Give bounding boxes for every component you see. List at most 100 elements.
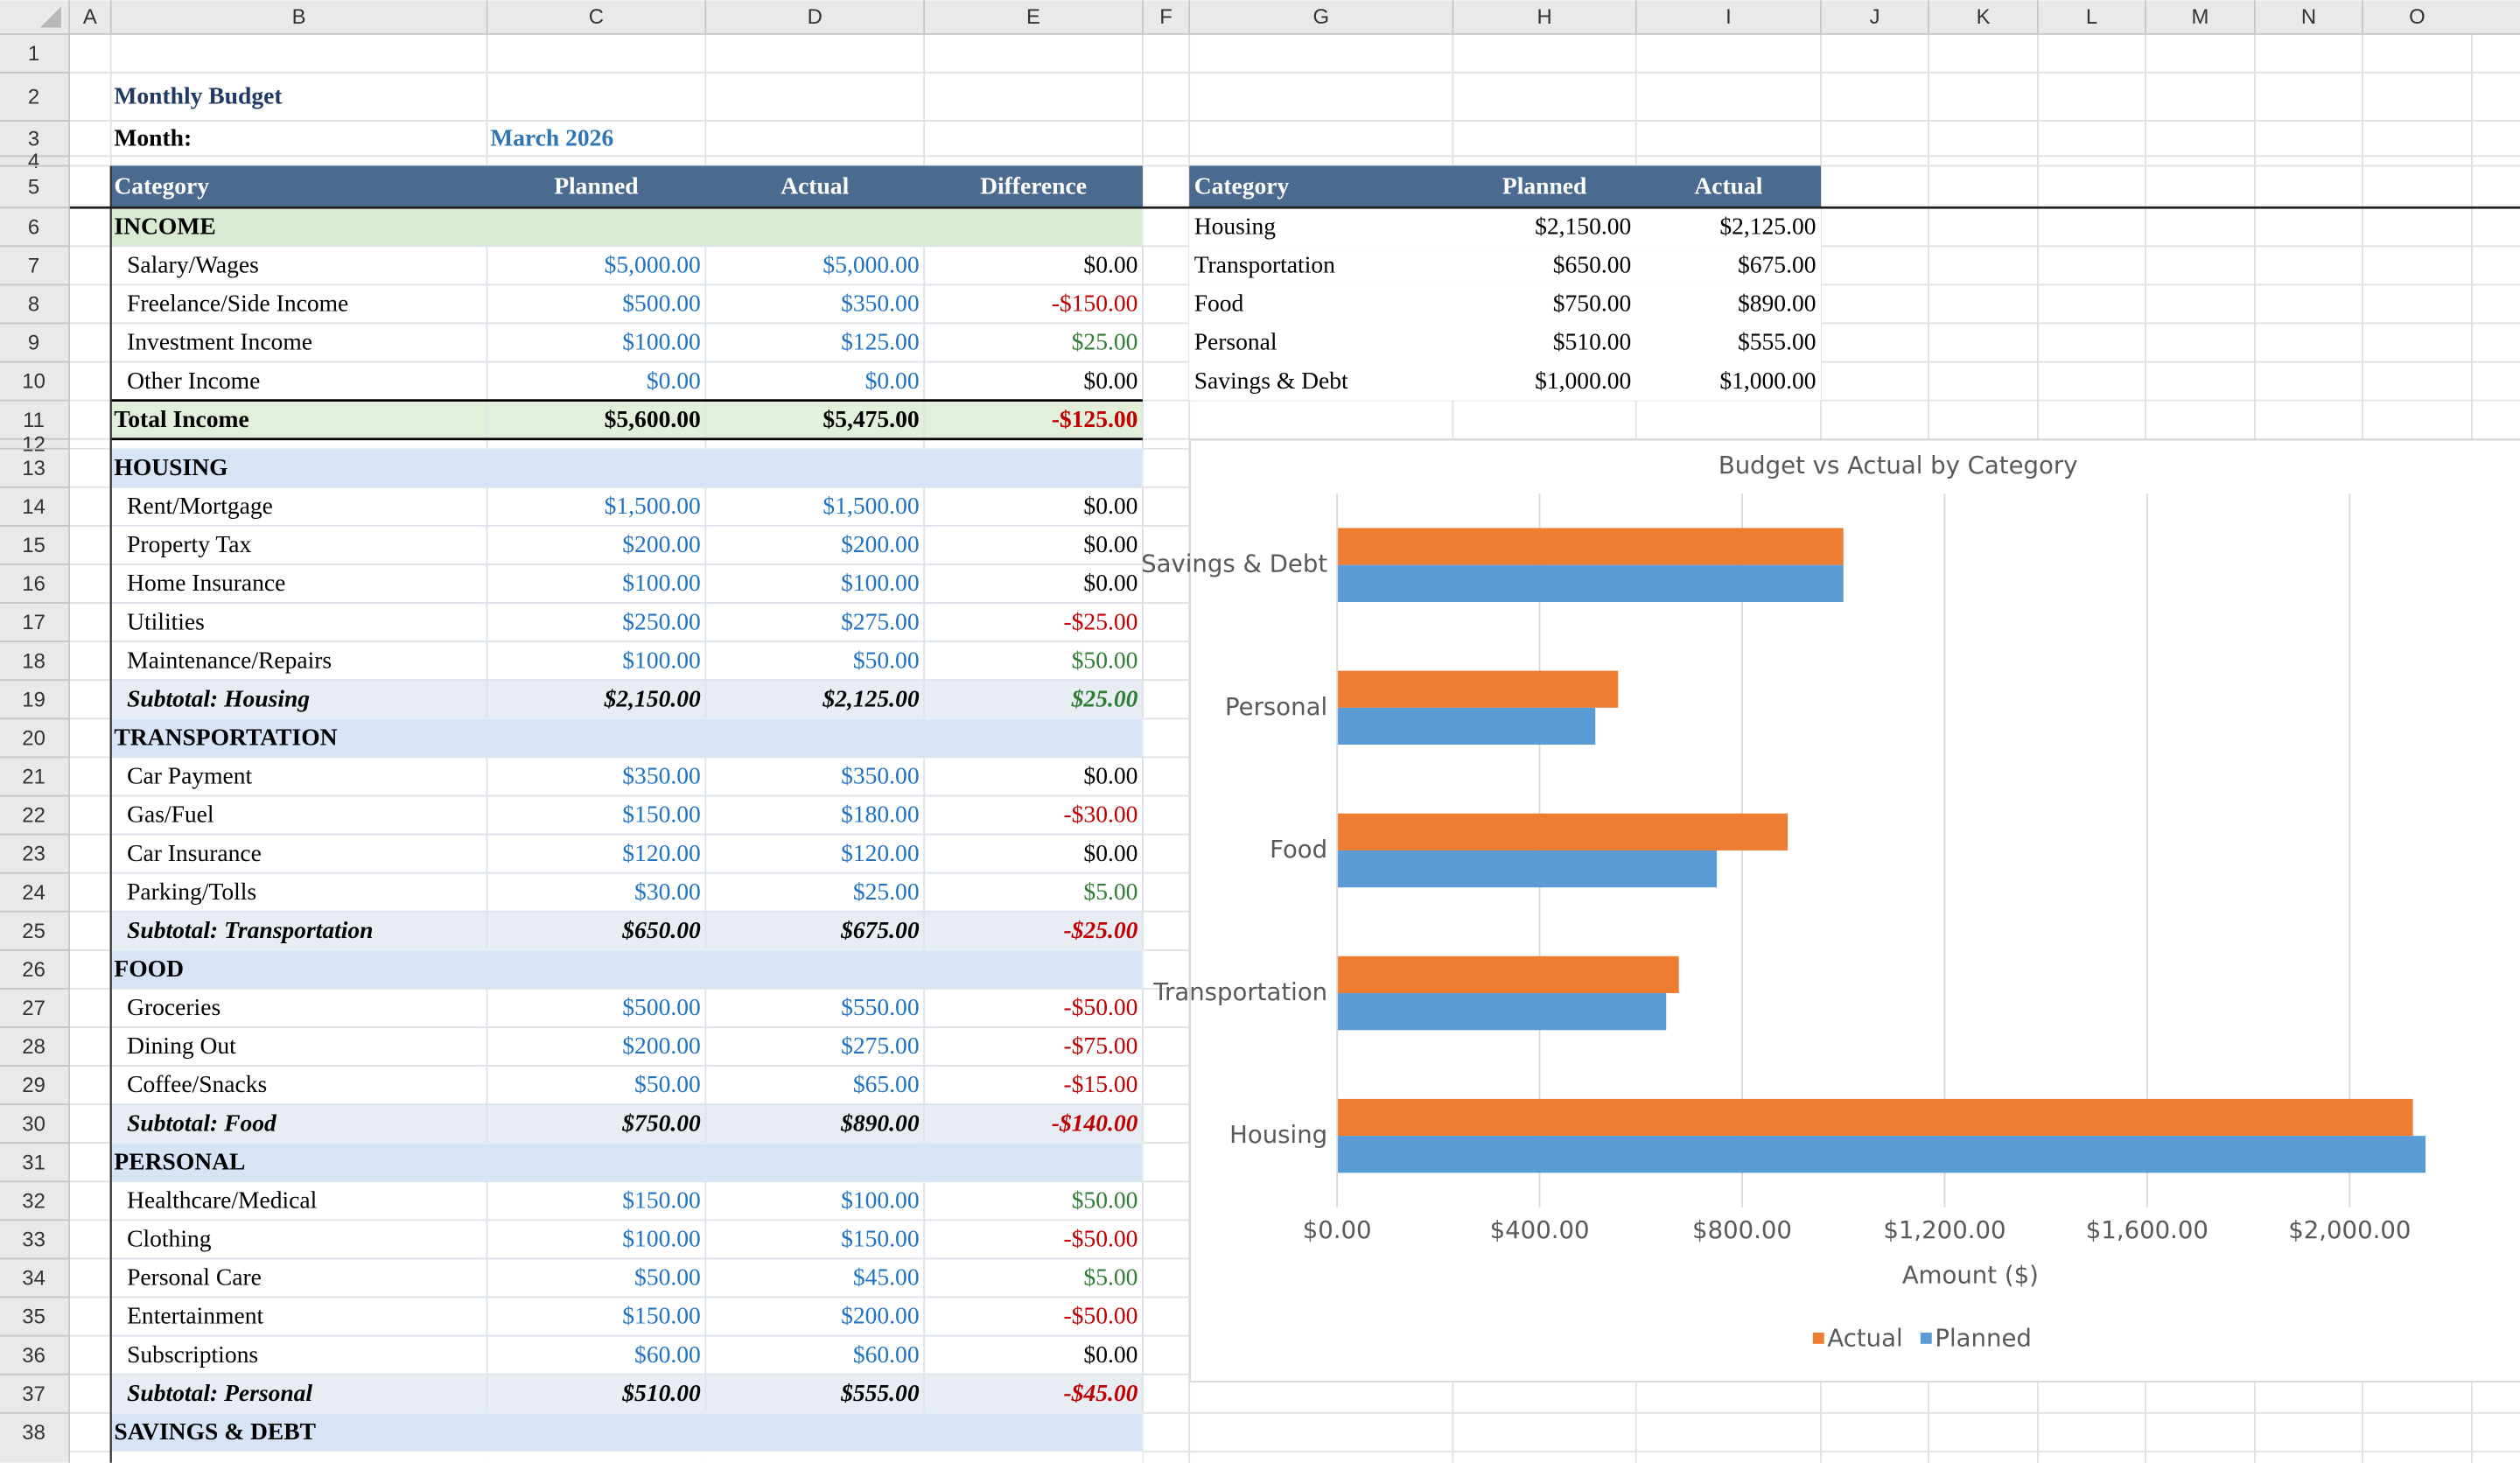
row-number: 35 [22, 1306, 46, 1329]
amount-cell: $200.00 [622, 1032, 701, 1059]
month-value: March 2026 [490, 123, 613, 150]
row-number: 16 [22, 572, 46, 596]
row-label: Entertainment [127, 1302, 263, 1329]
amount-cell: $500.00 [622, 993, 701, 1020]
section-title: HOUSING [114, 453, 228, 480]
row-number: 29 [22, 1074, 46, 1097]
row-number: 18 [22, 649, 46, 673]
amount-cell: $890.00 [840, 1109, 920, 1136]
item-row [110, 1451, 1143, 1463]
amount-cell: $510.00 [621, 1379, 701, 1406]
amount-cell: $100.00 [622, 569, 701, 596]
item-row [109, 872, 1144, 913]
row-number: 31 [22, 1151, 46, 1174]
summary-amount: $2,150.00 [1535, 212, 1631, 239]
amount-cell: $650.00 [621, 916, 701, 943]
difference-cell: -$25.00 [1063, 607, 1138, 634]
section-row [109, 718, 1144, 759]
difference-cell: $0.00 [1083, 530, 1138, 557]
select-all [39, 6, 61, 28]
difference-cell: $5.00 [1083, 878, 1138, 905]
difference-cell: $0.00 [1083, 1340, 1138, 1368]
row-number: 12 [22, 432, 46, 456]
item-row [109, 1180, 1144, 1222]
item-row [109, 1026, 1144, 1067]
row-number: 23 [22, 843, 46, 866]
column-header-bar [0, 0, 2520, 34]
row-number: 24 [22, 881, 46, 905]
item-row [109, 1219, 1144, 1260]
row-number: 26 [22, 958, 46, 982]
column-header: K [1977, 5, 1991, 29]
row-number: 4 [28, 150, 39, 173]
month-label: Month: [114, 123, 192, 150]
difference-cell: $25.00 [1072, 328, 1138, 355]
summary-amount: $890.00 [1738, 290, 1816, 317]
difference-cell: $5.00 [1083, 1264, 1138, 1291]
summary-amount: $1,000.00 [1535, 367, 1631, 394]
row-label: Subscriptions [127, 1340, 258, 1368]
row-label: Investment Income [127, 328, 312, 355]
amount-cell: $100.00 [841, 1186, 920, 1213]
summary-header-bg [1189, 165, 1822, 208]
difference-cell: $0.00 [1083, 762, 1138, 789]
amount-cell: $2,150.00 [604, 684, 701, 711]
row-label: Parking/Tolls [127, 878, 256, 905]
column-header: L [2086, 5, 2097, 29]
x-tick-label: $2,000.00 [2288, 1216, 2411, 1244]
section-row [109, 447, 1144, 488]
bar [1337, 707, 1596, 746]
summary-amount: $555.00 [1738, 328, 1816, 355]
difference-cell: -$140.00 [1052, 1109, 1138, 1136]
column-header: J [1870, 5, 1880, 29]
bar [1337, 1136, 2426, 1173]
row-number: 17 [22, 611, 46, 634]
section-title: FOOD [114, 955, 184, 982]
amount-cell: $555.00 [840, 1379, 920, 1406]
item-row [109, 987, 1144, 1028]
legend-swatch [1812, 1332, 1824, 1344]
amount-cell: $500.00 [622, 290, 701, 317]
row-number: 21 [22, 766, 46, 789]
column-header: E [1026, 5, 1040, 29]
summary-amount: $675.00 [1738, 251, 1816, 278]
amount-cell: $65.00 [853, 1070, 920, 1097]
y-tick-label: Food [1270, 836, 1327, 864]
row-number: 9 [28, 332, 39, 355]
summary-header: Planned [1502, 172, 1587, 200]
item-row [109, 1065, 1144, 1106]
difference-cell: -$50.00 [1063, 993, 1138, 1020]
bar [1337, 1098, 2413, 1137]
row-number: 25 [22, 920, 46, 943]
row-label: Rent/Mortgage [127, 492, 273, 519]
amount-cell: $200.00 [622, 530, 701, 557]
item-row [109, 1257, 1144, 1298]
difference-cell: -$125.00 [1052, 405, 1138, 432]
y-tick-label: Personal [1225, 693, 1327, 721]
amount-cell: $1,500.00 [605, 492, 701, 519]
item-row [109, 564, 1144, 604]
column-header: C [589, 5, 604, 29]
x-tick-label: $0.00 [1303, 1216, 1372, 1244]
row-label: Other Income [127, 367, 260, 394]
amount-cell: $750.00 [621, 1109, 701, 1136]
table-header: Actual [780, 172, 849, 200]
column-header: O [2409, 5, 2426, 29]
row-label: Subtotal: Food [127, 1109, 277, 1136]
row-number: 6 [28, 215, 39, 239]
section-row [109, 948, 1144, 990]
difference-cell: -$30.00 [1063, 801, 1138, 828]
bar [1337, 564, 1844, 602]
bar [1337, 993, 1667, 1031]
row-label: Home Insurance [127, 569, 285, 596]
row-number: 10 [22, 370, 46, 394]
summary-row [1189, 284, 1822, 324]
row-label: Subtotal: Personal [127, 1379, 312, 1406]
amount-cell: $350.00 [622, 762, 701, 789]
x-tick-label: $800.00 [1692, 1216, 1792, 1244]
difference-cell: -$45.00 [1063, 1379, 1138, 1406]
summary-category: Savings & Debt [1194, 367, 1348, 394]
amount-cell: $100.00 [622, 1225, 701, 1252]
